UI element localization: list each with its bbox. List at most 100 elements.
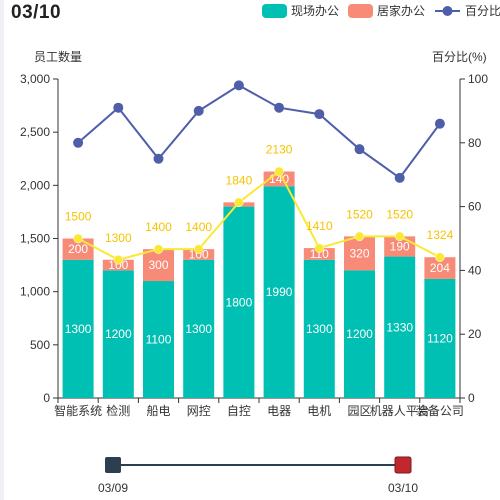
bar-label-onsite: 1300 — [306, 322, 333, 336]
bar-label-remote: 200 — [68, 242, 88, 256]
total-point — [73, 233, 83, 244]
bar-onsite — [62, 259, 94, 398]
bar-label-onsite: 1800 — [226, 295, 253, 309]
bar-remote — [303, 248, 335, 260]
legend-swatch-onsite — [262, 4, 287, 18]
timeline-start-label: 03/09 — [98, 481, 128, 495]
bar-onsite — [183, 259, 215, 398]
x-tick-label: 船电 — [146, 404, 170, 418]
percent-point — [73, 137, 84, 148]
total-label: 1300 — [105, 231, 132, 245]
total-point — [274, 166, 284, 177]
bar-label-onsite: 1990 — [266, 285, 293, 299]
date-title: 03/10 — [11, 2, 62, 23]
percent-point — [193, 105, 204, 116]
bar-label-onsite: 1330 — [386, 320, 413, 334]
right-tick-label: 80 — [468, 136, 482, 150]
total-label: 1410 — [306, 219, 333, 233]
percent-point — [394, 172, 405, 183]
bar-onsite — [303, 259, 335, 398]
left-tick-label: 1,500 — [20, 232, 50, 246]
percent-point — [434, 118, 445, 129]
total-label: 1520 — [386, 207, 413, 221]
left-tick-label: 3,000 — [20, 72, 50, 86]
bar-label-onsite: 1300 — [185, 322, 212, 336]
total-label: 1400 — [145, 220, 172, 234]
bar-onsite — [384, 256, 416, 398]
left-tick-label: 0 — [43, 391, 50, 405]
percent-line — [77, 84, 441, 180]
bar-remote — [344, 236, 375, 271]
percent-point — [274, 102, 285, 113]
percent-point — [153, 153, 164, 164]
left-tick-label: 2,000 — [20, 178, 50, 192]
bar-label-onsite: 1200 — [105, 327, 132, 341]
right-axis-title: 百分比(%) — [432, 50, 487, 64]
bar-remote — [424, 257, 456, 279]
legend-marker-percent — [442, 6, 453, 16]
percent-point — [354, 144, 365, 155]
bar-label-onsite: 1120 — [427, 331, 453, 345]
total-point — [113, 255, 124, 265]
bar-label-remote: 320 — [349, 246, 369, 260]
total-label: 1400 — [185, 220, 212, 234]
timeline-start-handle[interactable] — [105, 457, 121, 473]
left-tick-label: 2,500 — [20, 125, 50, 139]
timeline-end-label: 03/10 — [388, 481, 418, 495]
left-axis-title: 员工数量 — [34, 49, 82, 64]
right-tick-label: 40 — [468, 263, 482, 277]
right-tick-label: 20 — [468, 327, 482, 341]
timeline-end-handle[interactable] — [394, 456, 412, 474]
bar-label-onsite: 1100 — [146, 333, 172, 347]
x-tick-label: 园区 — [347, 404, 371, 418]
bar-onsite — [344, 270, 375, 398]
total-label: 1840 — [226, 173, 253, 187]
total-point — [193, 244, 204, 254]
left-edge-strip — [0, 0, 4, 500]
x-tick-label: 机器人平台 — [370, 403, 430, 418]
bar-label-remote: 204 — [430, 261, 450, 275]
total-point — [314, 243, 325, 253]
total-label: 1500 — [65, 210, 92, 224]
total-point — [435, 252, 445, 262]
right-tick-label: 0 — [468, 391, 475, 405]
left-tick-label: 500 — [30, 338, 50, 352]
total-label: 2130 — [266, 143, 293, 157]
bar-onsite — [102, 270, 134, 398]
bar-remote — [263, 171, 295, 187]
bar-label-onsite: 1300 — [65, 322, 92, 336]
total-point — [354, 231, 365, 242]
right-tick-label: 60 — [468, 200, 482, 214]
left-tick-label: 1,000 — [20, 285, 50, 299]
x-tick-label: 电机 — [307, 404, 331, 418]
bar-onsite — [223, 206, 255, 398]
bar-label-remote: 100 — [189, 247, 209, 261]
right-tick-label: 100 — [468, 72, 488, 86]
total-label: 1520 — [346, 207, 373, 221]
legend-label-onsite: 现场办公 — [291, 3, 339, 18]
total-label: 1324 — [427, 228, 454, 242]
percent-point — [113, 102, 124, 113]
total-point — [394, 231, 405, 242]
x-tick-label: 电器 — [267, 404, 291, 418]
bar-remote — [143, 249, 174, 282]
bar-label-remote: 110 — [310, 247, 329, 261]
bar-label-remote: 190 — [390, 239, 410, 253]
percent-point — [233, 80, 244, 91]
total-line — [77, 169, 441, 261]
bar-label-remote: 300 — [148, 258, 168, 272]
bar-remote — [183, 249, 215, 260]
bar-label-onsite: 1200 — [346, 327, 373, 341]
bar-label-remote: 100 — [108, 258, 128, 272]
bar-onsite — [143, 281, 174, 398]
legend-swatch-remote — [348, 4, 373, 18]
x-tick-label: 智能系统 — [54, 403, 102, 418]
total-point — [234, 197, 244, 208]
total-point — [153, 244, 164, 254]
bar-onsite — [263, 186, 295, 398]
x-tick-label: 检测 — [106, 403, 130, 418]
bar-remote — [102, 259, 134, 271]
legend-label-remote: 居家办公 — [377, 3, 425, 18]
bar-remote — [62, 238, 94, 260]
